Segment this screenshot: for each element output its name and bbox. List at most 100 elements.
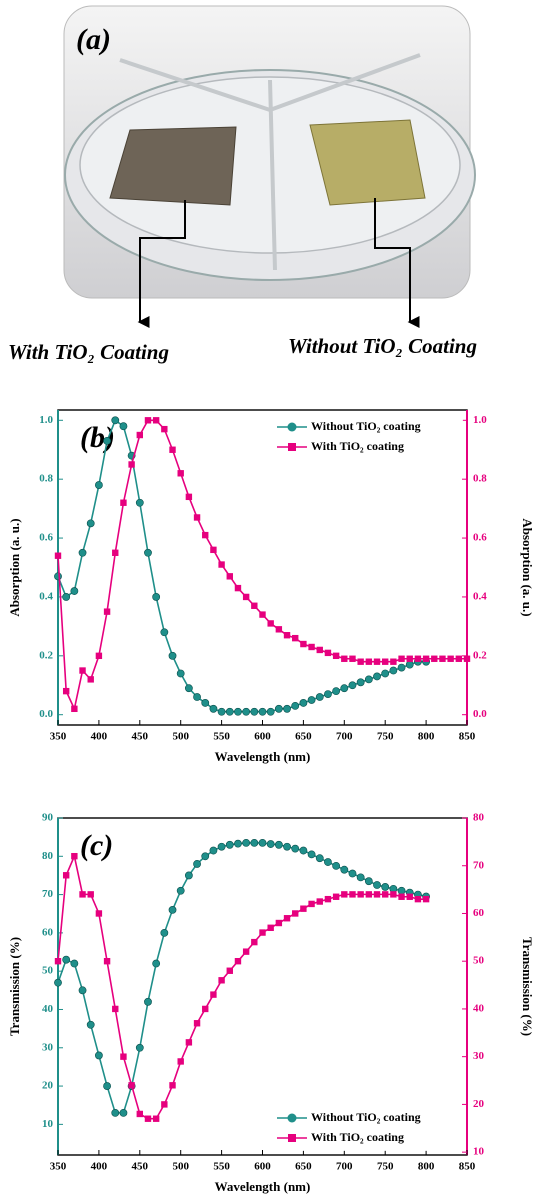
coated-glass <box>109 126 237 206</box>
x-tick-label: 650 <box>295 1161 312 1173</box>
data-point <box>160 628 169 637</box>
data-point <box>324 895 332 903</box>
data-point <box>176 669 185 678</box>
series-line <box>57 842 427 1114</box>
y-axis-title: Transmission (%) <box>7 937 22 1036</box>
arrow <box>137 200 186 328</box>
data-point <box>250 707 259 716</box>
data-point <box>332 861 341 870</box>
data-point <box>226 573 233 580</box>
caption: With TiO₂ Coating <box>8 340 169 364</box>
data-point <box>356 873 365 882</box>
data-point <box>365 658 373 665</box>
data-point <box>356 678 365 687</box>
x-tick-label: 400 <box>91 1161 108 1173</box>
data-point <box>398 893 405 900</box>
data-point <box>209 704 218 713</box>
data-point <box>144 1115 152 1122</box>
series-line <box>57 419 427 713</box>
data-point <box>267 924 274 931</box>
data-point <box>275 626 283 633</box>
uncoated-glass <box>309 119 426 206</box>
data-point <box>341 655 348 662</box>
data-point <box>259 929 266 936</box>
data-point <box>62 593 71 601</box>
data-point <box>242 838 251 847</box>
data-point <box>71 852 78 860</box>
data-point <box>234 707 242 716</box>
data-point <box>176 886 185 895</box>
chart: 350 400 450 500 550 600 650 700 750 800 850 10 20 30 4… <box>7 812 535 1194</box>
data-point <box>324 858 332 866</box>
data-point <box>193 514 201 521</box>
divider <box>119 53 421 271</box>
x-tick-label: 450 <box>132 731 149 743</box>
data-point <box>225 707 234 716</box>
data-point <box>144 548 152 557</box>
data-point <box>161 1101 168 1108</box>
data-point <box>308 643 315 651</box>
data-point <box>152 959 161 968</box>
x-tick-label: 450 <box>132 1161 149 1173</box>
data-point <box>340 684 349 693</box>
data-point <box>357 891 364 898</box>
y-tick-label: 0.4 <box>39 590 53 602</box>
data-point <box>87 676 94 683</box>
legend-marker <box>288 443 296 451</box>
data-point <box>86 519 95 528</box>
data-point <box>234 839 242 848</box>
data-point <box>315 854 324 863</box>
data-point <box>185 493 193 501</box>
data-point <box>324 690 332 698</box>
y-tick-label: 0.6 <box>39 532 53 544</box>
y2-tick-label: 50 <box>473 955 485 967</box>
data-point <box>390 891 397 898</box>
data-point <box>70 959 79 968</box>
y-tick-label: 20 <box>42 1080 54 1092</box>
data-point <box>390 658 397 665</box>
data-point <box>332 893 340 900</box>
data-point <box>184 684 193 693</box>
data-point <box>234 584 242 592</box>
y-tick-label: 40 <box>42 1003 54 1015</box>
data-point <box>112 1005 119 1013</box>
data-point <box>120 499 127 506</box>
data-point <box>292 910 299 917</box>
x-axis-title: Wavelength (nm) <box>215 749 311 764</box>
legend-box <box>273 1105 463 1151</box>
x-tick-label: 700 <box>336 1161 353 1173</box>
data-point <box>299 699 308 707</box>
data-point <box>266 840 275 848</box>
data-point <box>341 891 348 898</box>
data-point <box>316 898 323 905</box>
data-point <box>332 687 341 696</box>
data-point <box>349 655 356 662</box>
data-point <box>168 906 177 914</box>
x-tick-label: 350 <box>50 731 67 743</box>
x-tick-label: 600 <box>254 731 271 743</box>
data-point <box>349 891 356 898</box>
data-point <box>332 652 340 660</box>
data-point <box>258 838 267 847</box>
data-point <box>184 871 193 880</box>
data-point <box>217 707 226 716</box>
data-point <box>414 655 422 662</box>
y-tick-label: 60 <box>42 926 54 938</box>
data-point <box>78 986 87 995</box>
data-point <box>87 891 94 898</box>
data-point <box>218 561 225 568</box>
x-tick-label: 850 <box>459 1161 476 1173</box>
y2-tick-label: 1.0 <box>473 414 487 426</box>
data-point <box>300 905 307 912</box>
data-point <box>111 1108 120 1117</box>
legend-label: With TiO₂ coating <box>311 439 404 453</box>
data-point <box>373 881 381 889</box>
y2-tick-label: 40 <box>473 1002 485 1014</box>
data-point <box>161 425 168 433</box>
data-point <box>152 1115 160 1122</box>
data-point <box>348 869 357 878</box>
data-point <box>251 938 258 946</box>
data-point <box>389 666 398 675</box>
data-point <box>112 549 119 556</box>
